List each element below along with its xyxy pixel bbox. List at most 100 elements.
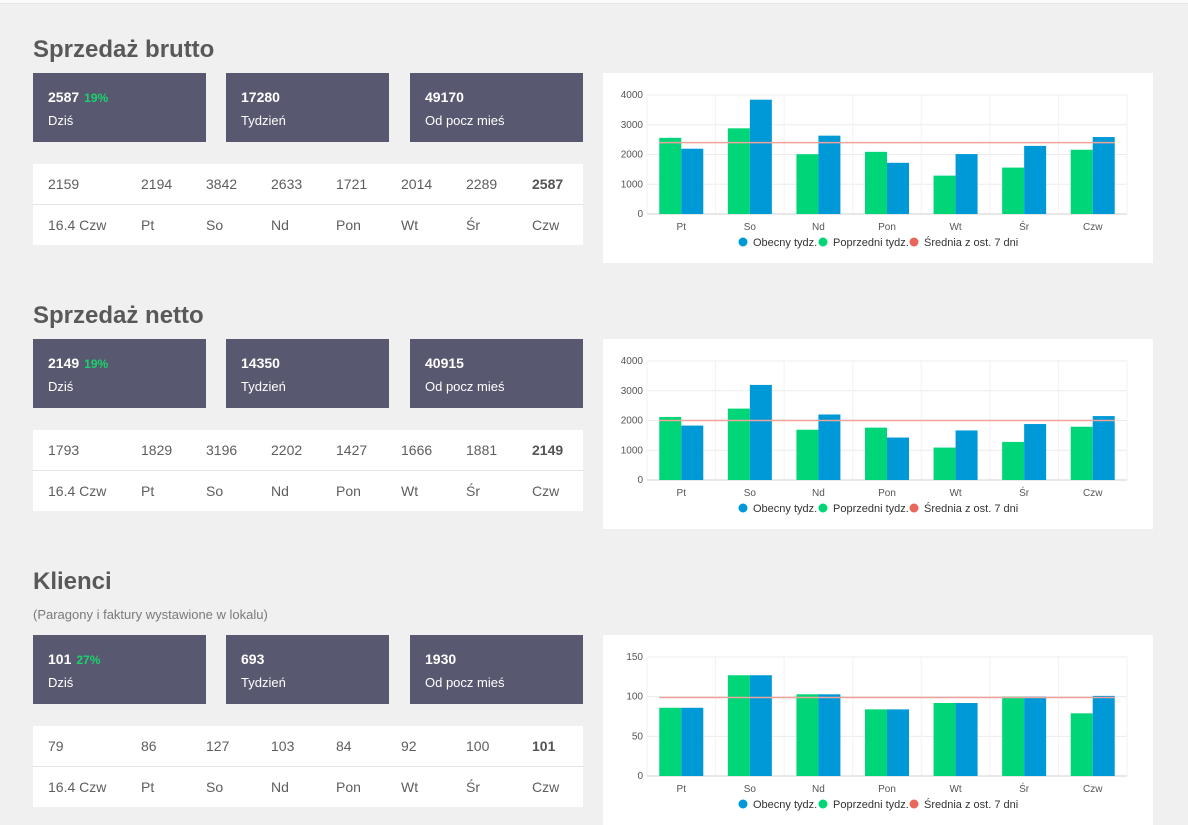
table-value-cell: 1427 xyxy=(336,442,368,458)
table-value-cell: 1881 xyxy=(466,442,498,458)
bar-current-week xyxy=(818,135,841,214)
bar-current-week xyxy=(818,694,841,776)
x-tick-label: Pt xyxy=(677,488,687,499)
legend-label: Poprzedni tydz. xyxy=(833,799,909,811)
bar-current-week xyxy=(818,414,841,480)
stat-value: 14350 xyxy=(241,355,280,371)
table-day-cell: Nd xyxy=(271,483,289,499)
table-day-cell: Czw xyxy=(532,779,560,795)
stat-label: Od pocz mieś xyxy=(425,379,505,394)
section-subtitle: (Paragony i faktury wystawione w lokalu) xyxy=(33,607,268,622)
section-gross-sales: Sprzedaż brutto 2587 19% Dziś 17280 Tydzi… xyxy=(33,36,1153,266)
bar-current-week xyxy=(1092,416,1115,480)
x-tick-label: Nd xyxy=(812,784,825,795)
legend-label: Poprzedni tydz. xyxy=(833,503,909,515)
bar-previous-week xyxy=(727,675,750,776)
table-day-cell: Wt xyxy=(401,483,419,499)
bar-previous-week xyxy=(933,175,956,214)
stat-value: 1930 xyxy=(425,651,457,667)
x-tick-label: Śr xyxy=(1019,486,1030,499)
legend-marker xyxy=(909,799,919,809)
stat-value: 40915 xyxy=(425,355,464,371)
table-row-values: 2159 2194 3842 2633 1721 2014 2289 2587 xyxy=(33,164,583,204)
table-day-cell: Nd xyxy=(271,779,289,795)
stat-week: 693 Tydzień xyxy=(226,635,389,704)
table-value-cell: 1793 xyxy=(48,442,80,458)
bar-current-week xyxy=(681,707,704,776)
bar-previous-week xyxy=(1070,426,1093,480)
table-value-cell: 79 xyxy=(48,738,64,754)
stat-label: Dziś xyxy=(48,379,74,394)
table-row-days: 16.4 Czw Pt So Nd Pon Wt Śr Czw xyxy=(33,204,583,245)
bar-current-week xyxy=(955,154,978,214)
section-title: Sprzedaż brutto xyxy=(33,36,215,63)
x-tick-label: Nd xyxy=(812,222,825,233)
legend-marker xyxy=(909,503,919,513)
bar-previous-week xyxy=(1002,441,1025,480)
legend-marker xyxy=(818,799,828,809)
table-day-cell: 16.4 Czw xyxy=(48,779,107,795)
bar-previous-week xyxy=(865,151,887,214)
y-tick-label: 2000 xyxy=(621,416,644,427)
stat-value: 693 xyxy=(241,651,265,667)
x-tick-label: Czw xyxy=(1083,488,1103,499)
y-tick-label: 100 xyxy=(626,692,643,703)
legend-marker xyxy=(738,503,748,513)
stat-label: Od pocz mieś xyxy=(425,675,505,690)
stat-week: 17280 Tydzień xyxy=(226,73,389,142)
y-tick-label: 4000 xyxy=(621,356,644,367)
legend-marker xyxy=(738,237,748,247)
x-tick-label: Pt xyxy=(677,222,687,233)
bar-previous-week xyxy=(796,694,819,776)
chart-panel: 0 1000 2000 3000 4000 Pt So Nd Pon Wt Śr Czw Obecny … xyxy=(603,73,1153,263)
table-value-cell: 101 xyxy=(532,738,556,754)
x-tick-label: So xyxy=(744,488,757,499)
table-day-cell: Pon xyxy=(336,779,361,795)
stat-today: 2149 19% Dziś xyxy=(33,339,206,408)
table-value-cell: 2194 xyxy=(141,176,173,192)
section-title: Sprzedaż netto xyxy=(33,302,204,329)
stat-value: 2149 xyxy=(48,355,80,371)
bar-current-week xyxy=(1024,696,1047,776)
table-value-cell: 3842 xyxy=(206,176,238,192)
x-tick-label: Wt xyxy=(949,222,961,233)
stat-today: 2587 19% Dziś xyxy=(33,73,206,142)
bar-chart: 0 1000 2000 3000 4000 Pt So Nd Pon Wt Śr Czw Obecny … xyxy=(621,90,1128,249)
table-value-cell: 2149 xyxy=(532,442,564,458)
table-value-cell: 100 xyxy=(466,738,490,754)
stat-week: 14350 Tydzień xyxy=(226,339,389,408)
y-tick-label: 0 xyxy=(637,475,643,486)
chart-panel: 0 1000 2000 3000 4000 Pt So Nd Pon Wt Śr Czw Obecny … xyxy=(603,339,1153,529)
table-row-values: 1793 1829 3196 2202 1427 1666 1881 2149 xyxy=(33,430,583,470)
legend-marker xyxy=(738,799,748,809)
bar-previous-week xyxy=(933,703,956,776)
bar-current-week xyxy=(749,675,772,776)
bar-previous-week xyxy=(1002,696,1025,776)
legend-label: Średnia z ost. 7 dni xyxy=(924,236,1018,249)
table-day-cell: Pt xyxy=(141,483,155,499)
table-day-cell: Pon xyxy=(336,217,361,233)
table-value-cell: 2159 xyxy=(48,176,80,192)
y-tick-label: 3000 xyxy=(621,120,644,131)
table-day-cell: Wt xyxy=(401,217,419,233)
table-day-cell: Śr xyxy=(466,779,480,795)
table-value-cell: 1666 xyxy=(401,442,433,458)
stat-month: 49170 Od pocz mieś xyxy=(410,73,583,142)
bar-previous-week xyxy=(727,408,750,480)
bar-current-week xyxy=(955,430,978,480)
stat-label: Tydzień xyxy=(241,379,286,394)
stat-label: Tydzień xyxy=(241,675,286,690)
legend-marker xyxy=(909,237,919,247)
x-tick-label: So xyxy=(744,222,757,233)
bar-current-week xyxy=(887,709,909,776)
stat-value: 101 xyxy=(48,651,72,667)
bar-current-week xyxy=(749,384,772,480)
bar-previous-week xyxy=(865,427,887,480)
bar-previous-week xyxy=(865,709,887,776)
table-day-cell: 16.4 Czw xyxy=(48,483,107,499)
stat-month: 40915 Od pocz mieś xyxy=(410,339,583,408)
bar-current-week xyxy=(955,703,978,776)
y-tick-label: 1000 xyxy=(621,445,644,456)
stat-label: Od pocz mieś xyxy=(425,113,505,128)
x-tick-label: Wt xyxy=(949,784,961,795)
